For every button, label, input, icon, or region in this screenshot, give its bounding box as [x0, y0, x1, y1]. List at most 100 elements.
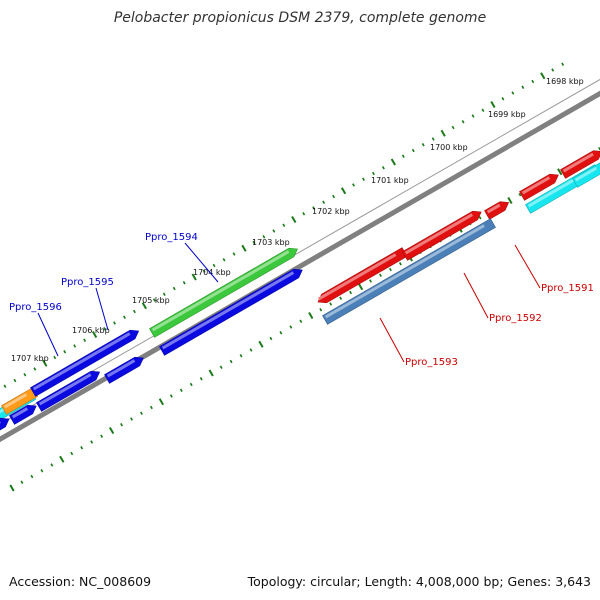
outer-tick: [23, 373, 27, 377]
gene-ppro-1592-red-body: [402, 210, 482, 261]
outer-tick: [411, 148, 415, 153]
inner-tick: [140, 411, 143, 415]
outer-tick: [113, 321, 116, 325]
outer-tick: [232, 252, 236, 256]
outer-backbone: [0, 90, 600, 443]
inner-tick: [349, 290, 353, 295]
outer-tick: [531, 79, 535, 84]
inner-tick: [30, 474, 34, 479]
gene-label: Ppro_1594: [145, 232, 198, 243]
scale-labels: 1698 kbp 1699 kbp 1700 kbp 1701 kbp 1702 kbp…: [11, 77, 584, 363]
scale-label: 1700 kbp: [430, 143, 468, 152]
outer-tick: [521, 85, 525, 89]
inner-tick: [108, 426, 115, 435]
outer-tick: [371, 171, 375, 176]
inner-tick: [557, 168, 563, 176]
inner-tick: [289, 325, 293, 329]
outer-tick: [381, 166, 385, 170]
outer-tick: [461, 120, 465, 124]
outer-tick: [91, 330, 98, 339]
gene-ppro-1595: [36, 370, 101, 412]
outer-tick: [132, 309, 136, 314]
gene-blue-long-body: [159, 268, 303, 356]
outer-tick: [53, 355, 57, 360]
gene-ppro-1596-shine: [32, 332, 131, 391]
inner-tick: [507, 196, 513, 205]
gene-ppro-1594-shine: [151, 250, 290, 332]
gene-label: Ppro_1593: [405, 357, 458, 368]
scale-label: 1702 kbp: [312, 207, 350, 216]
outer-tick: [561, 62, 565, 66]
gene-blue-short: [104, 356, 144, 384]
outer-tick: [141, 302, 148, 310]
gene-blue-long: [159, 268, 303, 356]
outer-tick: [212, 263, 216, 268]
inner-tick: [229, 359, 233, 364]
gene-ppro-1594: [149, 247, 298, 338]
outer-tick: [3, 384, 7, 388]
scale-label: 1699 kbp: [488, 110, 526, 119]
inner-tick: [379, 273, 382, 277]
inner-tick: [329, 302, 333, 306]
inner-tick: [169, 394, 173, 398]
outer-tick: [103, 327, 106, 331]
outer-tick: [252, 240, 256, 245]
inner-tick: [149, 405, 153, 410]
inner-tick: [120, 423, 123, 427]
gene-steelblue-shine: [324, 224, 485, 319]
gene-cyan-upper: [572, 162, 600, 188]
inner-tick: [9, 484, 15, 492]
inner-tick: [388, 267, 392, 272]
scale-label: 1704 kbp: [193, 268, 231, 277]
gene-ppro-1595-body: [36, 370, 101, 412]
gene-orange-body: [1, 387, 39, 415]
gene-labels: Ppro_1594 Ppro_1595 Ppro_1596 Ppro_1591 Ppro…: [9, 232, 594, 368]
outer-tick: [302, 212, 306, 216]
inner-tick: [208, 369, 214, 377]
outer-tick: [123, 315, 126, 319]
gene-ppro-1591-red-body: [484, 201, 510, 220]
outer-tick: [33, 367, 37, 371]
inner-tick: [70, 451, 74, 456]
outer-tick: [162, 292, 166, 296]
gene-blue-small-body: [9, 404, 37, 425]
inner-tick: [308, 311, 314, 320]
inner-tick: [518, 193, 522, 197]
gene-ppro-1591-red: [484, 201, 510, 220]
inner-tick: [478, 216, 482, 220]
gene-features: [0, 150, 600, 431]
outer-tick: [481, 108, 485, 112]
gene-blue-small-shine: [11, 407, 29, 419]
gene-label: Ppro_1595: [61, 277, 114, 288]
gene-blue-short-body: [104, 356, 144, 384]
outer-tick: [362, 177, 365, 181]
outer-tick: [471, 114, 475, 118]
gene-blue-edge-body: [0, 417, 10, 431]
gene-label: Ppro_1596: [9, 302, 62, 313]
gene-orange-shine: [3, 393, 28, 409]
inner-tick: [189, 382, 193, 387]
outer-tick: [511, 91, 515, 95]
inner-tick: [319, 308, 323, 312]
gene-ppro-1595-shine: [38, 373, 92, 406]
outer-tick: [42, 359, 48, 367]
gene-label-leader: [514, 244, 541, 289]
gene-red-edge-body: [560, 150, 600, 179]
inner-tick: [158, 398, 165, 406]
outer-tick: [431, 137, 435, 141]
inner-tick: [40, 469, 44, 473]
scale-label: 1701 kbp: [371, 176, 409, 185]
gene-label: Ppro_1591: [541, 283, 594, 294]
inner-tick: [199, 377, 203, 381]
outer-tick: [63, 350, 67, 354]
gene-ppro-1593-red-shine: [317, 253, 397, 301]
gene-ppro-1596: [30, 329, 140, 397]
scale-label: 1703 kbp: [252, 238, 290, 247]
outer-tick: [152, 298, 156, 302]
outer-tick: [352, 183, 355, 187]
outer-tick: [222, 258, 226, 262]
gene-ppro-1592-red-shine: [404, 213, 474, 255]
outer-tick: [401, 154, 405, 158]
scale-label: 1706 kbp: [72, 326, 110, 335]
